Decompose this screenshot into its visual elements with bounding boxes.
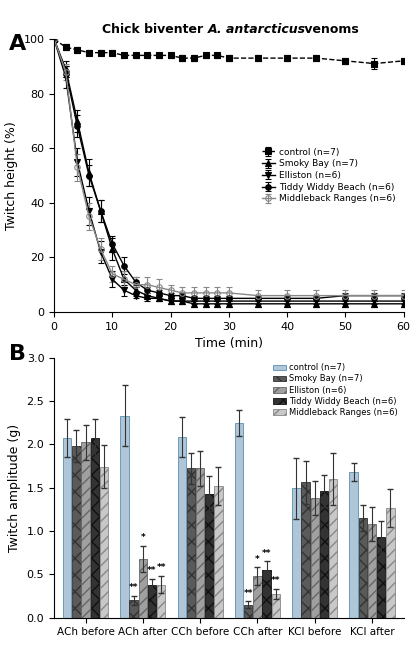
Text: **: **: [156, 564, 166, 573]
Text: A: A: [9, 34, 26, 53]
Text: venoms: venoms: [300, 23, 358, 36]
Bar: [82, 443, 90, 618]
Bar: [253, 576, 262, 618]
Text: B: B: [9, 344, 26, 365]
Bar: [129, 600, 138, 618]
Bar: [292, 488, 301, 618]
Text: **: **: [147, 566, 157, 575]
Text: Chick biventer: Chick biventer: [102, 23, 208, 36]
Bar: [187, 469, 195, 618]
Bar: [157, 584, 166, 618]
Bar: [100, 467, 108, 618]
Bar: [244, 604, 253, 617]
Bar: [310, 498, 319, 618]
Bar: [91, 438, 99, 618]
Bar: [214, 486, 223, 618]
Bar: [368, 524, 376, 617]
X-axis label: Time (min): Time (min): [195, 337, 263, 350]
Y-axis label: Twitch amplitude (g): Twitch amplitude (g): [8, 423, 21, 552]
Bar: [359, 518, 367, 618]
Bar: [235, 423, 243, 618]
Bar: [386, 508, 394, 618]
Text: **: **: [271, 577, 280, 586]
Legend: control (n=7), Smoky Bay (n=7), Elliston (n=6), Tiddy Widdy Beach (n=6), Middleb: control (n=7), Smoky Bay (n=7), Elliston…: [258, 144, 399, 207]
Bar: [205, 493, 213, 618]
Bar: [120, 415, 129, 618]
Bar: [301, 482, 310, 618]
Bar: [349, 472, 358, 618]
Legend: control (n=7), Smoky Bay (n=7), Elliston (n=6), Tiddy Widdy Beach (n=6), Middleb: control (n=7), Smoky Bay (n=7), Elliston…: [271, 361, 399, 419]
Bar: [178, 437, 186, 618]
Bar: [196, 469, 204, 618]
Bar: [319, 491, 328, 618]
Bar: [72, 446, 81, 618]
Bar: [139, 558, 147, 618]
Bar: [329, 479, 337, 618]
Text: **: **: [243, 588, 253, 597]
Bar: [272, 594, 280, 618]
Text: A. antarcticus: A. antarcticus: [208, 23, 306, 36]
Bar: [148, 586, 156, 617]
Text: *: *: [255, 554, 260, 564]
Bar: [63, 438, 72, 618]
Text: **: **: [129, 583, 139, 592]
Text: *: *: [141, 533, 145, 542]
Y-axis label: Twitch height (%): Twitch height (%): [5, 121, 18, 230]
Bar: [262, 570, 271, 617]
Text: **: **: [262, 549, 271, 558]
Bar: [377, 537, 385, 618]
